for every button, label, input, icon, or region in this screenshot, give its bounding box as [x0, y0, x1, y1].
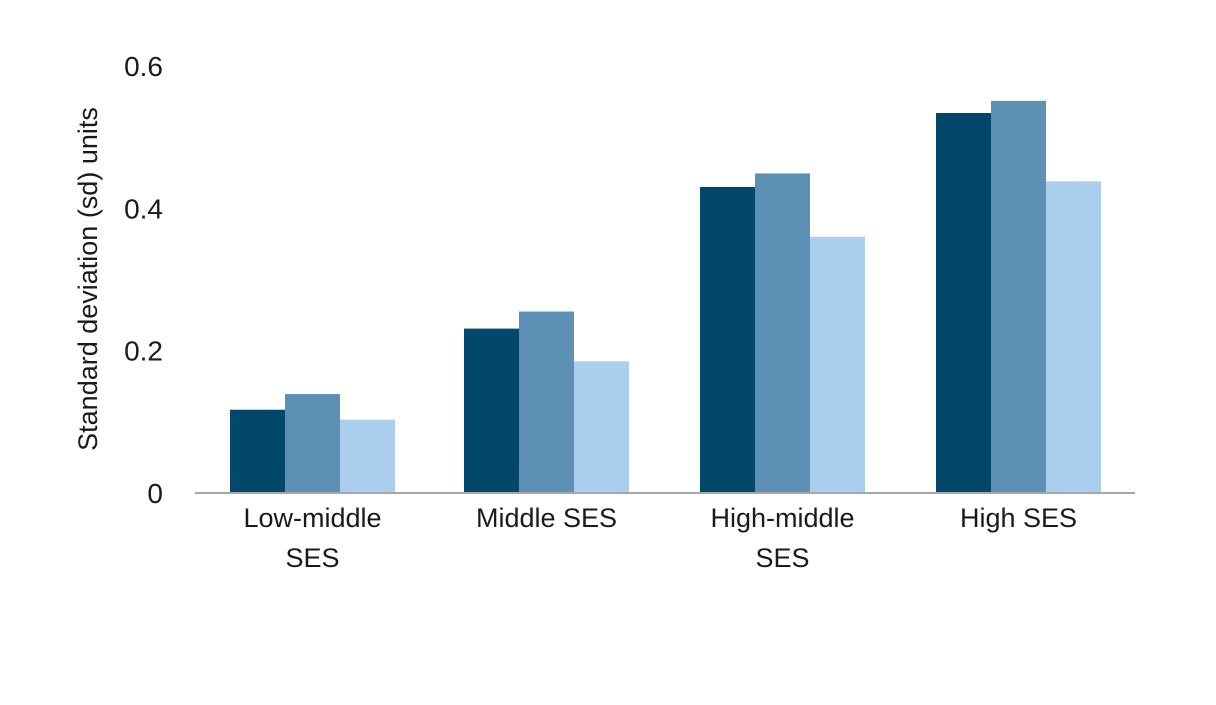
y-axis-title: Standard deviation (sd) units [73, 107, 103, 451]
bar-4-series-3 [1046, 181, 1101, 494]
x-category-label: SES [755, 543, 809, 573]
y-tick-labels: 0 0.2 0.4 0.6 [124, 51, 163, 509]
y-tick-label: 0.6 [124, 51, 163, 82]
x-category-label: SES [285, 543, 339, 573]
bar-1-series-1 [230, 409, 285, 493]
x-category-label: Middle SES [476, 503, 617, 533]
x-category-label: High-middle [710, 503, 854, 533]
bar-2-series-3 [574, 361, 629, 493]
bar-3-series-2 [755, 173, 810, 493]
y-tick-label: 0 [147, 478, 163, 509]
bar-4-series-2 [991, 100, 1046, 493]
x-category-labels: Low-middle SES Middle SES High-middle SES Hig… [243, 503, 1077, 573]
bar-3-series-1 [700, 186, 755, 493]
x-category-label: High SES [960, 503, 1077, 533]
bar-1-series-3 [340, 419, 395, 493]
y-tick-label: 0.2 [124, 336, 163, 367]
bar-4-series-1 [936, 112, 991, 493]
x-category-label: Low-middle [243, 503, 381, 533]
bar-3-series-3 [810, 236, 865, 494]
bar-1-series-2 [285, 394, 340, 493]
bars-layer [230, 100, 1101, 494]
y-tick-label: 0.4 [124, 193, 163, 224]
bar-2-series-2 [519, 311, 574, 493]
bar-2-series-1 [464, 328, 519, 493]
